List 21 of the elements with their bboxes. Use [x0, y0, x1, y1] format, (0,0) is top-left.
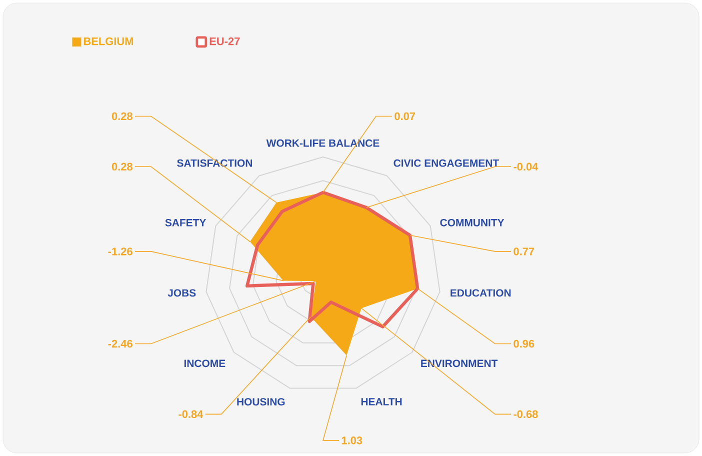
spoke-label: HOUSING — [237, 398, 285, 406]
text: 0.07 — [394, 112, 416, 120]
text: -1.26 — [108, 248, 132, 256]
spoke-label: CIVIC ENGAGEMENT — [394, 159, 499, 167]
spoke-label: HEALTH — [361, 398, 402, 406]
text: 0.77 — [514, 248, 534, 256]
spoke-label: EDUCATION — [450, 289, 511, 297]
text: 0.96 — [514, 340, 534, 348]
text: 1.03 — [342, 436, 362, 444]
legend-label: BELGIUM — [84, 37, 133, 46]
legend-label: EU-27 — [210, 37, 240, 46]
spoke-label: SAFETY — [165, 218, 206, 226]
text: -0.04 — [514, 162, 538, 171]
spoke-label: JOBS — [168, 289, 196, 297]
text: 0.28 — [112, 162, 132, 171]
text: -0.68 — [514, 410, 538, 418]
spoke-label: COMMUNITY — [440, 218, 504, 226]
spoke-label: INCOME — [184, 360, 226, 368]
text: 0.28 — [112, 112, 132, 120]
text: -0.84 — [178, 410, 204, 418]
text: -2.46 — [108, 340, 132, 348]
